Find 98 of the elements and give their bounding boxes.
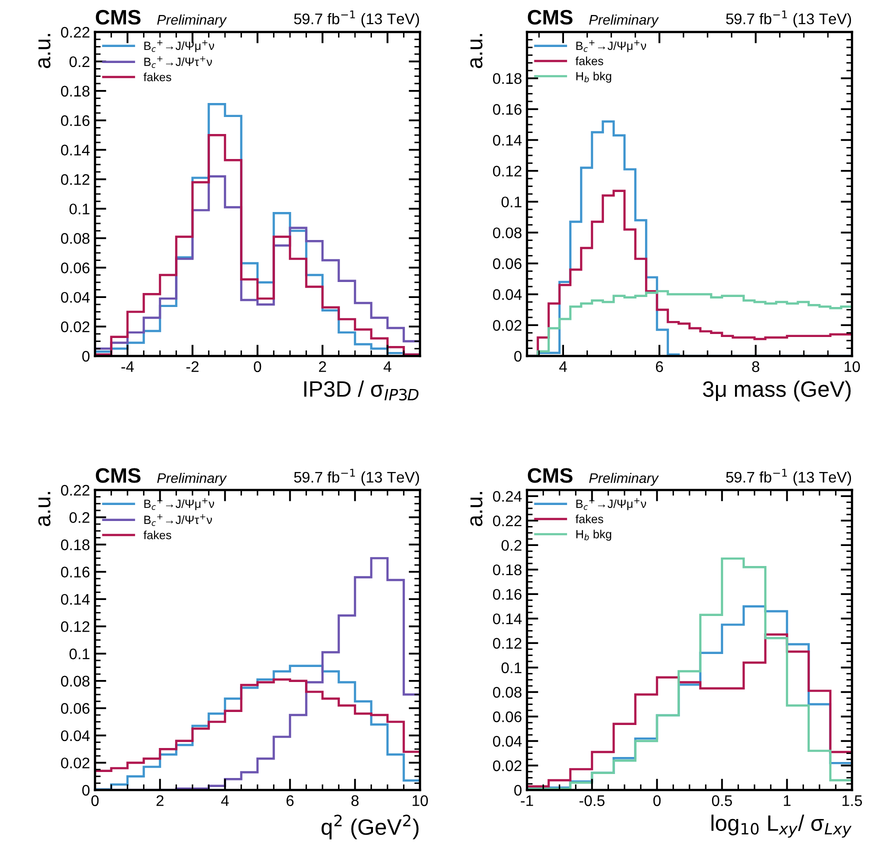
x-axis-title: q$^{2}$ (GeV$^{2}$) xyxy=(322,814,419,840)
y-tick-label: 0.12 xyxy=(61,174,90,185)
y-tick-label: 0.14 xyxy=(61,144,90,156)
y-tick-label: 0.08 xyxy=(61,233,90,244)
x-tick-label: 6 xyxy=(286,795,294,806)
y-tick-label: 0.14 xyxy=(493,613,522,624)
y-tick-label: 0.2 xyxy=(70,512,90,523)
legend-label: B$_{c}$$^{+}$→J/Ψμ$^{+}$ν xyxy=(576,40,646,52)
x-tick-label: 0 xyxy=(653,795,661,806)
y-tick-label: 0.18 xyxy=(61,539,90,550)
y-tick-label: 0.18 xyxy=(493,73,522,84)
y-tick-label: 0.02 xyxy=(61,321,90,332)
text: 59.7 fb$^{−1}$ (13 TeV) xyxy=(726,468,852,486)
x-axis-title: 3μ mass (GeV) xyxy=(702,380,851,402)
x-tick-label: 8 xyxy=(351,795,359,806)
y-tick-label: 0.24 xyxy=(493,490,522,502)
y-tick-label: 0.16 xyxy=(61,566,90,578)
x-axis-title: log$_{10}$ L$_{xy}$/ σ$_{Lxy}$ xyxy=(711,814,852,838)
text: 59.7 fb$^{−1}$ (13 TeV) xyxy=(294,10,420,28)
y-tick-label: 0.16 xyxy=(493,104,522,115)
text: 59.7 fb$^{−1}$ (13 TeV) xyxy=(726,10,852,28)
legend-label: fakes xyxy=(144,530,172,540)
chart-subtitle: Preliminary xyxy=(589,14,659,28)
y-tick-label: 0.1 xyxy=(502,662,522,674)
y-tick-label: 0 xyxy=(514,784,522,796)
x-tick-label: 2 xyxy=(156,795,164,806)
y-tick-label: 0.12 xyxy=(61,621,90,632)
x-tick-label: 0 xyxy=(254,361,262,372)
y-tick-label: 0.04 xyxy=(493,289,522,300)
y-tick-label: 0 xyxy=(514,350,522,362)
text: 59.7 fb$^{−1}$ (13 TeV) xyxy=(294,468,420,486)
x-tick-label: 1.5 xyxy=(842,795,862,806)
y-tick-label: 0.1 xyxy=(70,648,90,660)
y-tick-label: 0.18 xyxy=(61,86,90,97)
x-tick-label: -1 xyxy=(520,795,534,806)
x-tick-label: -2 xyxy=(186,361,199,372)
y-tick-label: 0.2 xyxy=(502,540,522,551)
y-tick-label: 0.02 xyxy=(61,758,90,768)
chart-title: CMS xyxy=(528,10,572,25)
x-tick-label: 4 xyxy=(384,361,392,372)
legend-label: B$_{c}$$^{+}$→J/Ψμ$^{+}$ν xyxy=(144,40,214,52)
y-tick-label: 0.14 xyxy=(61,594,90,605)
y-axis-title: a.u. xyxy=(470,492,482,526)
y-tick-label: 0.18 xyxy=(493,564,522,576)
y-tick-label: 0.02 xyxy=(493,320,522,331)
chart-subtitle: Preliminary xyxy=(157,472,227,486)
x-axis-title: IP3D / σ$_{IP3D}$ xyxy=(304,380,418,401)
y-tick-label: 0.06 xyxy=(61,262,90,274)
y-axis-title: a.u. xyxy=(38,34,50,68)
y-tick-label: 0.04 xyxy=(61,730,90,742)
y-tick-label: 0.22 xyxy=(61,26,90,38)
y-tick-label: 0.06 xyxy=(493,258,522,270)
x-tick-label: 0 xyxy=(91,795,99,806)
y-tick-label: 0.22 xyxy=(493,515,522,526)
y-tick-label: 0.04 xyxy=(493,736,522,747)
y-tick-label: 0.14 xyxy=(493,134,522,146)
chart-title: CMS xyxy=(528,468,572,483)
chart-title: CMS xyxy=(96,10,140,25)
x-tick-label: 8 xyxy=(752,361,760,372)
y-tick-label: 0.1 xyxy=(70,204,90,214)
y-tick-label: 0.1 xyxy=(502,196,522,208)
legend-label: H$_{b}$ bkg xyxy=(576,72,612,83)
x-tick-label: 2 xyxy=(319,361,326,372)
legend-label: B$_{c}$$^{+}$→J/Ψτ$^{+}$ν xyxy=(144,514,212,526)
y-tick-label: 0.04 xyxy=(61,292,90,303)
y-tick-label: 0.22 xyxy=(61,484,90,496)
y-tick-label: 0.2 xyxy=(70,56,90,68)
y-tick-label: 0 xyxy=(82,350,90,362)
legend-label: fakes xyxy=(576,514,604,524)
x-tick-label: 4 xyxy=(221,795,229,806)
x-tick-label: -0.5 xyxy=(580,795,605,806)
y-axis-title: a.u. xyxy=(470,34,482,68)
chart-title: CMS xyxy=(96,468,140,483)
y-tick-label: 0.02 xyxy=(493,760,522,772)
y-tick-label: 0.16 xyxy=(493,588,522,600)
y-tick-label: 0.12 xyxy=(493,166,522,177)
y-tick-label: 0.08 xyxy=(493,686,522,698)
x-tick-label: 1 xyxy=(784,795,791,806)
legend-label: H$_{b}$ bkg xyxy=(576,530,612,541)
y-tick-label: 0 xyxy=(82,784,90,796)
legend-label: fakes xyxy=(144,72,172,82)
y-tick-label: 0.08 xyxy=(61,676,90,687)
x-tick-label: 0.5 xyxy=(712,795,732,806)
x-tick-label: -4 xyxy=(121,361,134,372)
x-tick-label: 10 xyxy=(844,361,860,372)
legend-label: B$_{c}$$^{+}$→J/Ψτ$^{+}$ν xyxy=(144,56,212,68)
y-tick-label: 0.12 xyxy=(493,638,522,649)
chart-subtitle: Preliminary xyxy=(589,472,659,486)
y-tick-label: 0.08 xyxy=(493,227,522,238)
y-tick-label: 0.16 xyxy=(61,115,90,126)
x-tick-label: 6 xyxy=(656,361,663,372)
x-tick-label: 10 xyxy=(412,795,428,806)
y-tick-label: 0.06 xyxy=(61,703,90,714)
chart-subtitle: Preliminary xyxy=(157,14,227,28)
legend-label: fakes xyxy=(576,56,604,66)
x-tick-label: 4 xyxy=(559,361,567,372)
y-axis-title: a.u. xyxy=(38,492,50,526)
y-tick-label: 0.06 xyxy=(493,711,522,722)
